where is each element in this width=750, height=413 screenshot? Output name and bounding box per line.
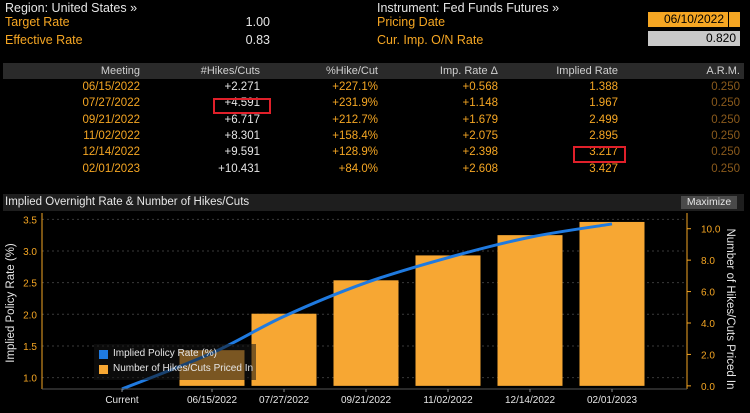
cell-meeting[interactable]: 07/27/2022 bbox=[82, 97, 140, 110]
x-tick-label: Current bbox=[105, 395, 139, 406]
legend-swatch-bar bbox=[99, 365, 108, 374]
bar bbox=[579, 221, 645, 386]
cell-hikes: +9.591 bbox=[224, 146, 261, 159]
cell-hikes: +2.271 bbox=[224, 81, 261, 93]
effective-rate-label: Effective Rate bbox=[5, 33, 83, 47]
maximize-button[interactable]: Maximize bbox=[681, 196, 737, 209]
col-header-implied-rate[interactable]: Implied Rate bbox=[556, 65, 618, 77]
col-header-imp-rate-delta[interactable]: Imp. Rate Δ bbox=[439, 65, 498, 77]
table-header-bar bbox=[3, 63, 744, 79]
cell-imp-rate-delta: +2.608 bbox=[462, 162, 499, 175]
col-header-pct-hike[interactable]: %Hike/Cut bbox=[326, 65, 378, 77]
y-right-tick-label: 0.0 bbox=[701, 382, 715, 393]
highlight-box bbox=[573, 146, 626, 163]
x-tick-label: 07/27/2022 bbox=[259, 395, 309, 406]
calendar-dropdown-button[interactable] bbox=[729, 12, 740, 27]
chart-title: Implied Overnight Rate & Number of Hikes… bbox=[5, 196, 250, 208]
cur-imp-rate-label: Cur. Imp. O/N Rate bbox=[377, 33, 484, 47]
x-tick-label: 09/21/2022 bbox=[341, 395, 391, 406]
y-right-tick-label: 2.0 bbox=[701, 350, 715, 361]
col-header-meeting[interactable]: Meeting bbox=[100, 65, 140, 77]
instrument-selector[interactable]: Instrument: Fed Funds Futures » bbox=[377, 1, 560, 15]
cell-pct-hike: +212.7% bbox=[332, 113, 378, 126]
cell-meeting[interactable]: 11/02/2022 bbox=[83, 129, 140, 142]
cell-implied-rate: 3.217 bbox=[589, 146, 618, 159]
cell-arm: 0.250 bbox=[711, 113, 740, 126]
y-left-tick-label: 1.0 bbox=[23, 374, 37, 385]
cell-implied-rate: 1.967 bbox=[589, 97, 618, 110]
cell-implied-rate: 2.895 bbox=[589, 129, 618, 142]
cell-pct-hike: +158.4% bbox=[332, 129, 378, 142]
legend-swatch-line bbox=[99, 350, 108, 359]
cell-arm: 0.250 bbox=[711, 129, 740, 142]
cur-imp-rate-field: 0.820 bbox=[648, 31, 740, 46]
target-rate-value: 1.00 bbox=[245, 15, 270, 29]
y-left-axis-title: Implied Policy Rate (%) bbox=[5, 243, 17, 363]
cell-pct-hike: +128.9% bbox=[332, 146, 378, 159]
cell-imp-rate-delta: +1.679 bbox=[462, 113, 499, 126]
y-right-axis-title: Number of Hikes/Cuts Priced In bbox=[724, 228, 736, 389]
legend-label-line: Implied Policy Rate (%) bbox=[113, 348, 217, 359]
cell-hikes: +6.717 bbox=[224, 113, 261, 126]
bar bbox=[333, 280, 399, 386]
cell-arm: 0.250 bbox=[711, 146, 740, 159]
y-left-tick-label: 3.0 bbox=[23, 247, 37, 258]
y-left-tick-label: 2.5 bbox=[23, 279, 37, 290]
y-left-tick-label: 2.0 bbox=[23, 310, 37, 321]
cell-arm: 0.250 bbox=[711, 81, 740, 93]
bar bbox=[415, 255, 481, 386]
cell-hikes: +4.591 bbox=[224, 97, 261, 110]
cell-implied-rate: 1.388 bbox=[589, 81, 618, 93]
col-header-arm[interactable]: A.R.M. bbox=[706, 65, 740, 77]
y-left-tick-label: 1.5 bbox=[23, 342, 37, 353]
pricing-date-input[interactable]: 06/10/2022 bbox=[648, 12, 728, 27]
chart-title-bar bbox=[3, 194, 744, 211]
cell-meeting[interactable]: 09/21/2022 bbox=[82, 113, 140, 126]
col-header-hikes[interactable]: #Hikes/Cuts bbox=[200, 65, 260, 77]
legend-label-bar: Number of Hikes/Cuts Priced In bbox=[113, 363, 254, 374]
cell-implied-rate: 3.427 bbox=[589, 162, 618, 175]
cell-pct-hike: +84.0% bbox=[338, 162, 378, 175]
bar bbox=[497, 235, 563, 386]
cell-pct-hike: +231.9% bbox=[332, 97, 378, 110]
target-rate-label: Target Rate bbox=[5, 15, 70, 29]
y-right-tick-label: 6.0 bbox=[701, 288, 715, 299]
cell-arm: 0.250 bbox=[711, 162, 740, 175]
region-selector[interactable]: Region: United States » bbox=[5, 1, 138, 15]
y-right-tick-label: 4.0 bbox=[701, 319, 715, 330]
chart-legend: Implied Policy Rate (%) Number of Hikes/… bbox=[94, 344, 256, 380]
x-tick-label: 02/01/2023 bbox=[587, 395, 637, 406]
chart-area: 1.0 1.5 2.0 2.5 3.0 3.5 0.0 2.0 4.0 6.0 8.0 10.0 Cur… bbox=[5, 213, 736, 406]
x-tick-label: 06/15/2022 bbox=[187, 395, 237, 406]
cell-meeting[interactable]: 12/14/2022 bbox=[82, 146, 140, 159]
cell-meeting[interactable]: 06/15/2022 bbox=[82, 81, 140, 93]
highlight-box bbox=[213, 98, 271, 114]
cell-imp-rate-delta: +2.398 bbox=[462, 146, 499, 159]
y-right-tick-label: 10.0 bbox=[701, 225, 721, 236]
cell-implied-rate: 2.499 bbox=[589, 113, 618, 126]
y-right-tick-label: 8.0 bbox=[701, 256, 715, 267]
cell-arm: 0.250 bbox=[711, 97, 740, 110]
cell-imp-rate-delta: +0.568 bbox=[462, 81, 499, 93]
x-tick-label: 12/14/2022 bbox=[505, 395, 555, 406]
cell-imp-rate-delta: +2.075 bbox=[462, 129, 499, 142]
cell-meeting[interactable]: 02/01/2023 bbox=[82, 162, 140, 175]
effective-rate-value: 0.83 bbox=[245, 33, 270, 47]
cell-pct-hike: +227.1% bbox=[332, 81, 378, 93]
x-tick-label: 11/02/2022 bbox=[423, 395, 473, 406]
y-left-tick-label: 3.5 bbox=[23, 215, 37, 226]
bar bbox=[251, 313, 317, 386]
pricing-date-label: Pricing Date bbox=[377, 15, 446, 29]
cell-imp-rate-delta: +1.148 bbox=[462, 97, 499, 110]
cell-hikes: +10.431 bbox=[218, 162, 260, 175]
cell-hikes: +8.301 bbox=[224, 129, 261, 142]
